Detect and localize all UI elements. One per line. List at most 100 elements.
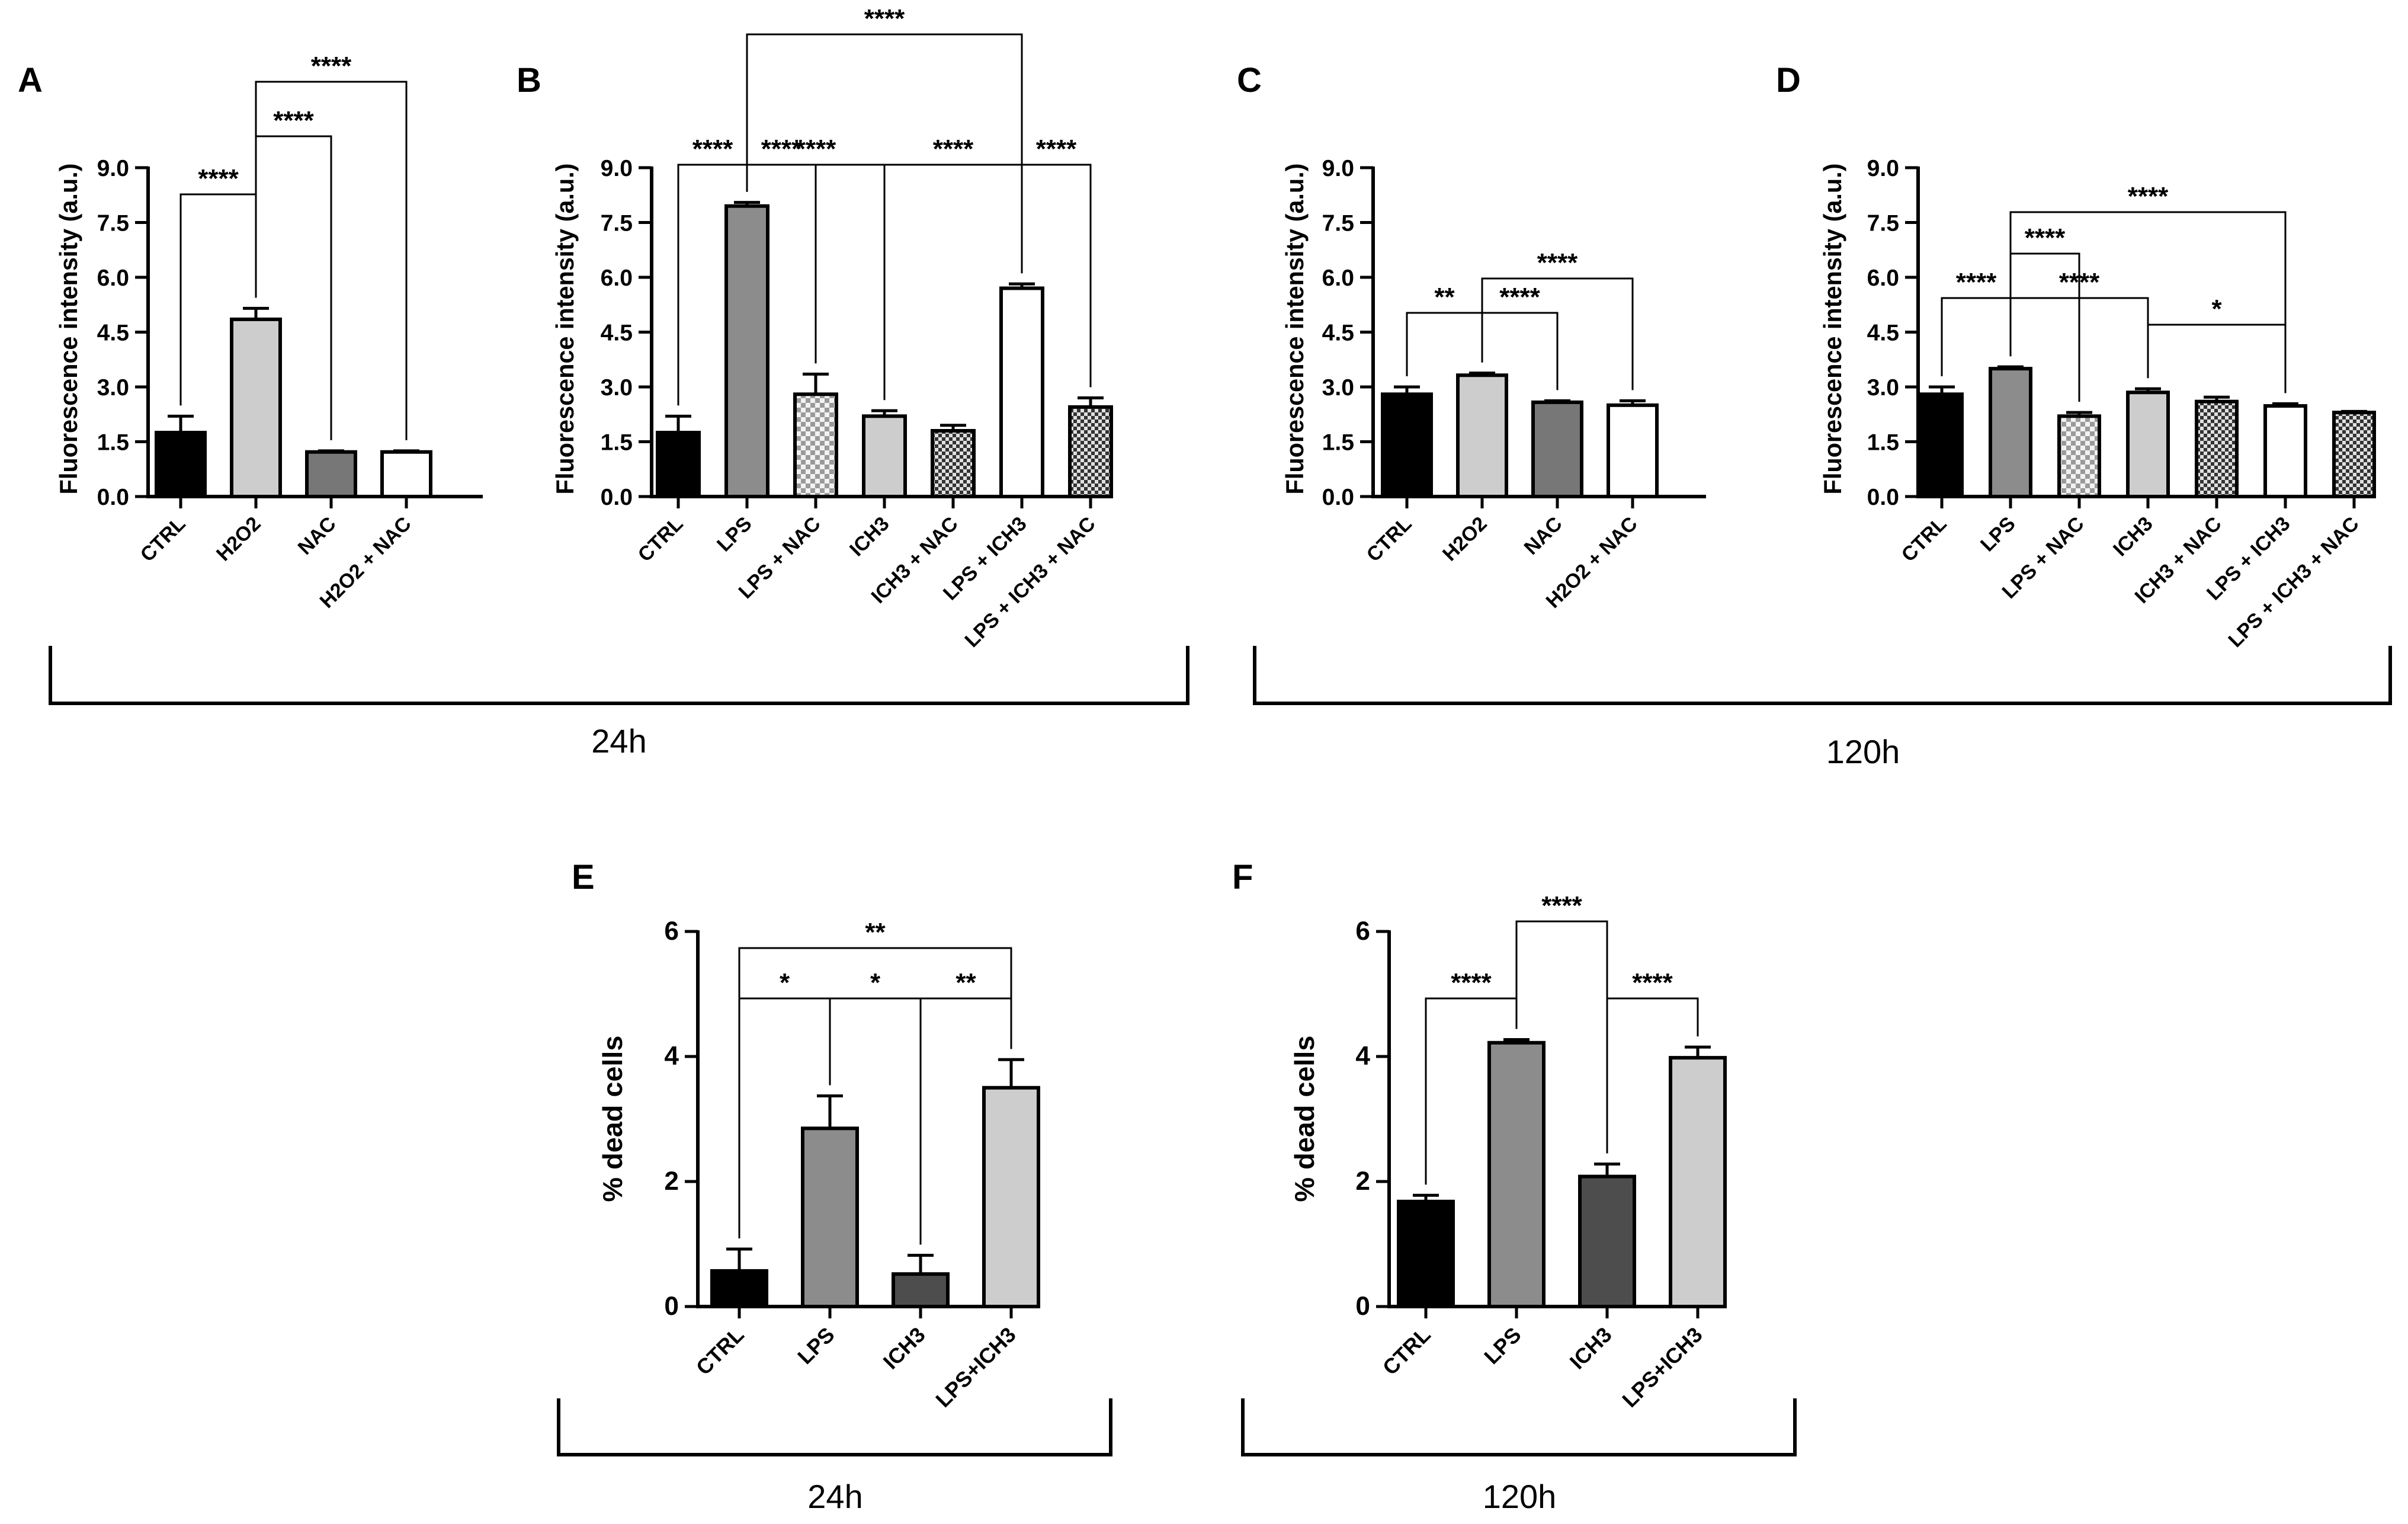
x-tick-label: H2O2 xyxy=(212,513,265,566)
y-axis-label: Fluorescence intensity (a.u.) xyxy=(1819,164,1846,495)
bar-ich3-nac xyxy=(931,429,976,498)
y-tick-label: 2 xyxy=(664,1167,679,1196)
significance-bracket xyxy=(2009,211,2287,393)
x-tick-label: NAC xyxy=(1520,513,1567,559)
panel-letter-f: F xyxy=(1232,858,1253,897)
bar-lps-nac xyxy=(793,392,838,498)
group-label: 120h xyxy=(1483,1478,1557,1515)
bar-lps xyxy=(1487,1040,1546,1309)
y-tick-label: 6 xyxy=(664,917,679,946)
bar-lps-nac xyxy=(2057,414,2101,498)
x-tick-label: LPS xyxy=(793,1323,839,1369)
x-tick-label: LPS xyxy=(1479,1323,1525,1369)
significance-label: **** xyxy=(796,135,836,164)
y-tick-label: 1.5 xyxy=(97,430,129,456)
y-tick-label: 0.0 xyxy=(97,485,129,510)
bar-ctrl xyxy=(656,431,701,498)
x-tick-label: ICH3 xyxy=(2109,513,2157,561)
y-tick-label: 1.5 xyxy=(601,430,633,456)
significance-label: * xyxy=(870,968,881,997)
y-tick-label: 4.5 xyxy=(97,321,129,346)
significance-label: **** xyxy=(273,106,314,135)
significance-bracket xyxy=(1606,997,1699,1154)
bar-lps-ich3 xyxy=(2263,404,2307,498)
y-axis-label: Fluorescence intensity (a.u.) xyxy=(55,164,82,495)
bar-ich3 xyxy=(1578,1174,1636,1309)
significance-label: **** xyxy=(198,164,239,193)
y-tick-label: 7.5 xyxy=(97,211,129,236)
bar-lps xyxy=(724,204,769,498)
significance-label: **** xyxy=(864,4,905,33)
significance-label: **** xyxy=(1632,968,1673,997)
y-tick-label: 0.0 xyxy=(1322,485,1354,510)
significance-label: **** xyxy=(2128,182,2169,211)
x-tick-label: ICH3 xyxy=(845,513,894,561)
panel-letter-d: D xyxy=(1776,61,1801,100)
y-axis-label: % dead cells xyxy=(597,1036,628,1202)
significance-label: **** xyxy=(933,135,974,164)
y-tick-label: 0.0 xyxy=(601,485,633,510)
x-tick-label: LPS+ICH3 xyxy=(931,1323,1020,1412)
x-tick-label: H2O2 xyxy=(1438,513,1492,566)
y-tick-label: 9.0 xyxy=(1322,156,1354,181)
significance-label: **** xyxy=(1956,268,1997,297)
bar-lps-ich3-nac xyxy=(2332,411,2376,499)
significance-label: * xyxy=(780,968,790,997)
y-tick-label: 0 xyxy=(664,1292,679,1321)
significance-label: ** xyxy=(1434,283,1455,312)
bar-lps-ich3 xyxy=(999,286,1044,498)
x-tick-label: LPS xyxy=(1976,513,2020,556)
x-tick-label: LPS xyxy=(713,513,756,556)
y-tick-label: 6.0 xyxy=(1322,265,1354,291)
bar-lps-ich3-nac xyxy=(1068,405,1113,499)
y-tick-label: 3.0 xyxy=(97,375,129,401)
y-tick-label: 9.0 xyxy=(1867,156,1899,181)
bar-lps xyxy=(801,1126,859,1308)
bar-ctrl xyxy=(710,1269,768,1308)
x-tick-label: CTRL xyxy=(634,513,688,566)
significance-bracket xyxy=(255,81,408,440)
y-tick-label: 9.0 xyxy=(601,156,633,181)
x-tick-label: CTRL xyxy=(1362,513,1416,566)
significance-bracket xyxy=(738,947,1012,1238)
y-axis-label: Fluorescence intensity (a.u.) xyxy=(1281,164,1309,495)
significance-label: ** xyxy=(865,918,886,947)
y-tick-label: 3.0 xyxy=(1322,375,1354,401)
significance-bracket xyxy=(746,33,1023,274)
x-tick-label: ICH3 xyxy=(1565,1323,1617,1374)
significance-bracket xyxy=(1941,297,2012,376)
chart-panel-b: B 0.0 1.5 3.0 4.5 6.0 7.5 9.0 Fluorescence inten… xyxy=(517,4,1113,652)
group-bracket-f xyxy=(1241,1398,1797,1456)
y-tick-label: 3.0 xyxy=(1867,375,1899,401)
significance-bracket xyxy=(1481,277,1634,390)
group-bracket-24h: 24h xyxy=(49,646,1189,760)
bar-h2o2-nac xyxy=(1607,403,1659,498)
y-tick-label: 7.5 xyxy=(601,211,633,236)
significance-label: **** xyxy=(1537,248,1578,277)
bar-h2o2-nac xyxy=(380,450,432,498)
bar-lps xyxy=(1989,367,2032,499)
y-tick-label: 4 xyxy=(1355,1042,1370,1071)
significance-label: **** xyxy=(1541,891,1582,920)
y-tick-label: 6.0 xyxy=(601,265,633,291)
chart-panel-a: A 0.0 1.5 3.0 4.5 6.0 7.5 9.0 Fluorescence inten… xyxy=(18,52,483,613)
group-bracket-e xyxy=(557,1398,1112,1456)
significance-label: **** xyxy=(1036,135,1077,164)
bar-ich3 xyxy=(862,414,907,498)
y-tick-label: 6.0 xyxy=(1867,265,1899,291)
bar-ctrl xyxy=(1920,392,1964,498)
bar-h2o2 xyxy=(1456,373,1508,498)
bar-h2o2 xyxy=(230,317,282,499)
bar-lps-ich3 xyxy=(982,1086,1040,1308)
group-label-24h: 24h xyxy=(591,722,646,760)
bar-lps-ich3 xyxy=(1669,1056,1727,1308)
y-tick-label: 1.5 xyxy=(1322,430,1354,456)
significance-label: **** xyxy=(2059,268,2100,297)
y-tick-label: 4.5 xyxy=(1322,321,1354,346)
significance-bracket xyxy=(1406,312,1483,376)
group-label: 24h xyxy=(807,1478,862,1515)
y-tick-label: 1.5 xyxy=(1867,430,1899,456)
chart-panel-c: C 0.0 1.5 3.0 4.5 6.0 7.5 9.0 Fluorescence inten… xyxy=(1237,61,1706,613)
